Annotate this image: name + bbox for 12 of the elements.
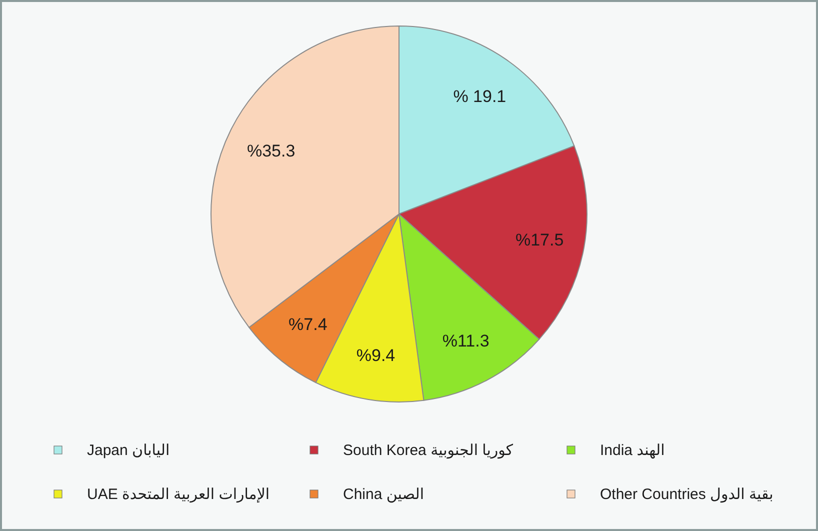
legend-label: Japan اليابان	[87, 442, 170, 459]
data-label: %17.5	[515, 230, 564, 250]
data-label: %9.4	[356, 346, 396, 365]
data-label: %7.4	[288, 315, 328, 334]
legend-label: South Korea كوريا الجنوبية	[343, 442, 514, 459]
legend-label: China الصين	[343, 486, 424, 503]
data-label: % 19.1	[453, 87, 506, 106]
legend-label: Other Countries بقية الدول	[600, 486, 774, 503]
legend-label: UAE الإمارات العربية المتحدة	[87, 486, 270, 503]
data-label: %11.3	[442, 331, 490, 350]
data-label: %35.3	[246, 141, 296, 160]
legend-label: India الهند	[600, 442, 665, 459]
